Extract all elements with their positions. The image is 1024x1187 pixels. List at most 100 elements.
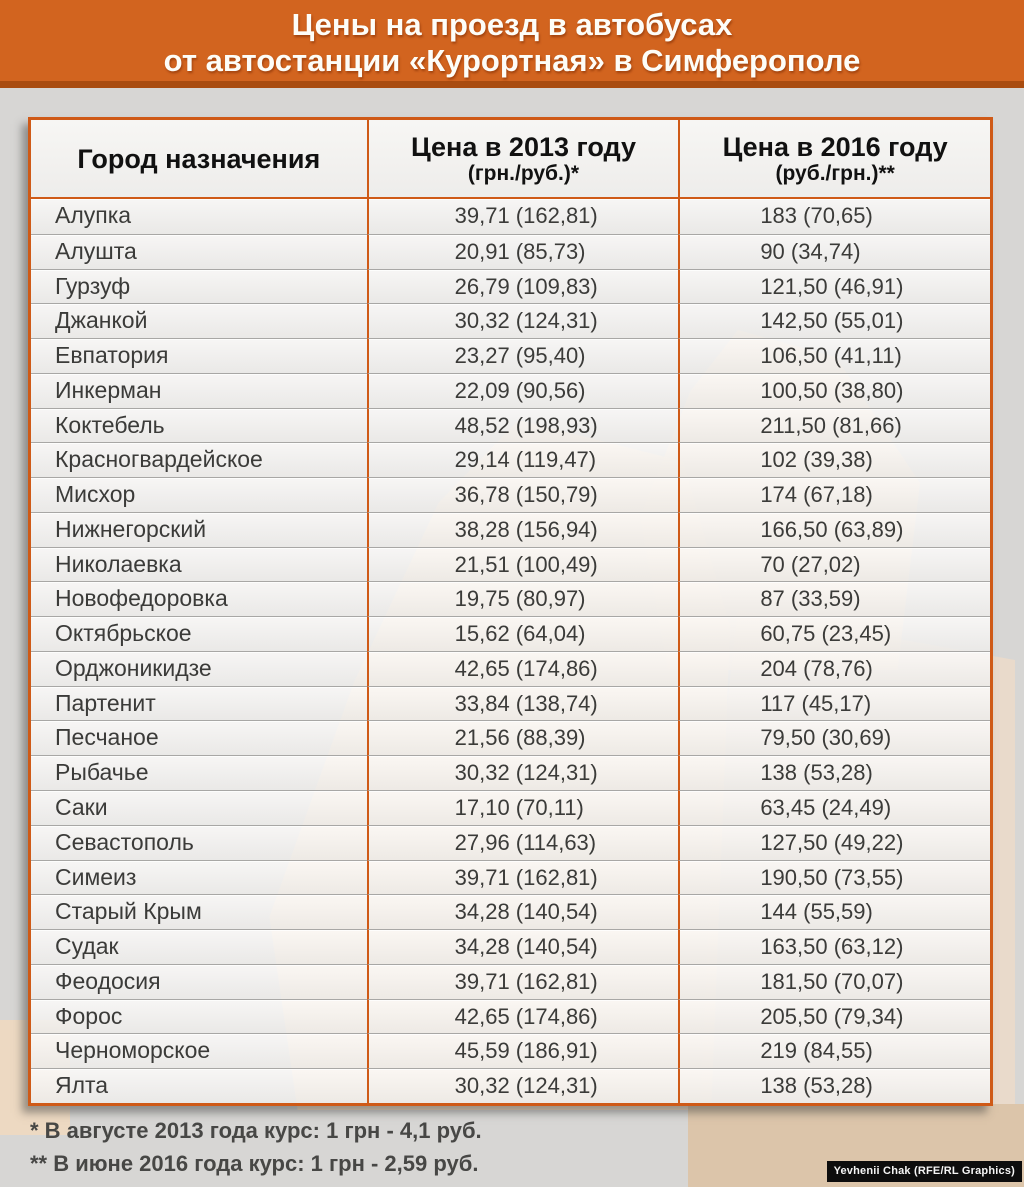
table-row: Форос 42,65 (174,86) 205,50 (79,34) [31, 998, 990, 1034]
price-2013-cell: 39,71 (162,81) [366, 199, 679, 234]
table-row: Орджоникидзе 42,65 (174,86) 204 (78,76) [31, 650, 990, 686]
table-row: Инкерман 22,09 (90,56) 100,50 (38,80) [31, 372, 990, 408]
column-header-2013: Цена в 2013 году (грн./руб.)* [366, 120, 679, 197]
footnotes: * В августе 2013 года курс: 1 грн - 4,1 … [30, 1114, 482, 1180]
price-2016-cell: 70 (27,02) [678, 546, 990, 582]
table-row: Симеиз 39,71 (162,81) 190,50 (73,55) [31, 859, 990, 895]
price-2016-cell: 190,50 (73,55) [678, 859, 990, 895]
city-cell: Николаевка [31, 546, 367, 582]
page-title-line1: Цены на проезд в автобусах [291, 7, 733, 42]
column-header-2016-units: (руб./грн.)** [775, 161, 895, 185]
city-cell: Форос [31, 998, 367, 1034]
price-2013-cell: 33,84 (138,74) [366, 685, 679, 721]
city-cell: Старый Крым [31, 894, 367, 930]
footnote-2016-rate: ** В июне 2016 года курс: 1 грн - 2,59 р… [30, 1151, 479, 1176]
city-cell: Октябрьское [31, 616, 367, 651]
table-row: Ялта 30,32 (124,31) 138 (53,28) [31, 1068, 990, 1103]
price-2016-cell: 204 (78,76) [678, 650, 990, 686]
city-cell: Алушта [31, 233, 367, 269]
city-cell: Новофедоровка [31, 581, 367, 617]
table-row: Феодосия 39,71 (162,81) 181,50 (70,07) [31, 963, 990, 999]
table-row: Коктебель 48,52 (198,93) 211,50 (81,66) [31, 407, 990, 443]
price-2013-cell: 21,56 (88,39) [366, 720, 679, 756]
city-cell: Джанкой [31, 303, 367, 339]
price-2013-cell: 38,28 (156,94) [366, 511, 679, 547]
price-2013-cell: 15,62 (64,04) [366, 616, 679, 651]
city-cell: Коктебель [31, 407, 367, 443]
price-2016-cell: 63,45 (24,49) [678, 790, 990, 825]
city-cell: Ялта [31, 1068, 367, 1103]
table-header-row: Город назначения Цена в 2013 году (грн./… [31, 120, 990, 199]
price-table: Город назначения Цена в 2013 году (грн./… [28, 117, 993, 1106]
table-row: Партенит 33,84 (138,74) 117 (45,17) [31, 685, 990, 721]
price-2013-cell: 39,71 (162,81) [366, 963, 679, 999]
price-2016-cell: 183 (70,65) [678, 199, 990, 234]
price-2016-cell: 181,50 (70,07) [678, 963, 990, 999]
price-2016-cell: 102 (39,38) [678, 442, 990, 478]
price-2013-cell: 30,32 (124,31) [366, 303, 679, 339]
table-row: Судак 34,28 (140,54) 163,50 (63,12) [31, 929, 990, 964]
price-2016-cell: 211,50 (81,66) [678, 407, 990, 443]
table-row: Гурзуф 26,79 (109,83) 121,50 (46,91) [31, 268, 990, 304]
city-cell: Красногвардейское [31, 442, 367, 478]
price-2013-cell: 48,52 (198,93) [366, 407, 679, 443]
price-2013-cell: 22,09 (90,56) [366, 372, 679, 408]
price-2013-cell: 17,10 (70,11) [366, 790, 679, 825]
table-row: Черноморское 45,59 (186,91) 219 (84,55) [31, 1033, 990, 1069]
table-row: Песчаное 21,56 (88,39) 79,50 (30,69) [31, 720, 990, 756]
table-row: Рыбачье 30,32 (124,31) 138 (53,28) [31, 755, 990, 791]
city-cell: Гурзуф [31, 268, 367, 304]
price-2016-cell: 205,50 (79,34) [678, 998, 990, 1034]
price-2016-cell: 106,50 (41,11) [678, 338, 990, 373]
city-cell: Орджоникидзе [31, 650, 367, 686]
column-header-2016: Цена в 2016 году (руб./грн.)** [678, 120, 990, 197]
city-cell: Судак [31, 929, 367, 964]
city-cell: Рыбачье [31, 755, 367, 791]
price-2016-cell: 127,50 (49,22) [678, 824, 990, 860]
table-row: Октябрьское 15,62 (64,04) 60,75 (23,45) [31, 616, 990, 651]
column-header-2013-label: Цена в 2013 году [410, 131, 637, 162]
table-body: Алупка 39,71 (162,81) 183 (70,65) Алушта… [31, 199, 990, 1103]
table-row: Севастополь 27,96 (114,63) 127,50 (49,22… [31, 824, 990, 860]
price-2016-cell: 219 (84,55) [678, 1033, 990, 1069]
table-row: Евпатория 23,27 (95,40) 106,50 (41,11) [31, 338, 990, 373]
price-2016-cell: 144 (55,59) [678, 894, 990, 930]
column-header-city-label: Город назначения [77, 143, 321, 174]
price-2013-cell: 39,71 (162,81) [366, 859, 679, 895]
price-2016-cell: 166,50 (63,89) [678, 511, 990, 547]
city-cell: Алупка [31, 199, 367, 234]
price-2013-cell: 36,78 (150,79) [366, 477, 679, 512]
price-2013-cell: 30,32 (124,31) [366, 1068, 679, 1103]
table-row: Мисхор 36,78 (150,79) 174 (67,18) [31, 477, 990, 512]
price-2016-cell: 87 (33,59) [678, 581, 990, 617]
footnote-2013-rate: * В августе 2013 года курс: 1 грн - 4,1 … [30, 1118, 482, 1143]
city-cell: Черноморское [31, 1033, 367, 1069]
column-header-2013-units: (грн./руб.)* [467, 161, 580, 185]
price-2016-cell: 138 (53,28) [678, 755, 990, 791]
price-2013-cell: 45,59 (186,91) [366, 1033, 679, 1069]
table-row: Новофедоровка 19,75 (80,97) 87 (33,59) [31, 581, 990, 617]
title-banner: Цены на проезд в автобусах от автостанци… [0, 0, 1024, 88]
city-cell: Феодосия [31, 963, 367, 999]
table-row: Красногвардейское 29,14 (119,47) 102 (39… [31, 442, 990, 478]
table-row: Николаевка 21,51 (100,49) 70 (27,02) [31, 546, 990, 582]
author-credit: Yevhenii Chak (RFE/RL Graphics) [826, 1161, 1022, 1182]
price-2013-cell: 23,27 (95,40) [366, 338, 679, 373]
price-2016-cell: 117 (45,17) [678, 685, 990, 721]
table-row: Старый Крым 34,28 (140,54) 144 (55,59) [31, 894, 990, 930]
price-2016-cell: 142,50 (55,01) [678, 303, 990, 339]
table-row: Нижнегорский 38,28 (156,94) 166,50 (63,8… [31, 511, 990, 547]
price-2016-cell: 174 (67,18) [678, 477, 990, 512]
table-row: Джанкой 30,32 (124,31) 142,50 (55,01) [31, 303, 990, 339]
price-2016-cell: 163,50 (63,12) [678, 929, 990, 964]
city-cell: Песчаное [31, 720, 367, 756]
price-2013-cell: 34,28 (140,54) [366, 894, 679, 930]
city-cell: Нижнегорский [31, 511, 367, 547]
city-cell: Партенит [31, 685, 367, 721]
city-cell: Саки [31, 790, 367, 825]
price-2013-cell: 29,14 (119,47) [366, 442, 679, 478]
price-2013-cell: 42,65 (174,86) [366, 998, 679, 1034]
price-2016-cell: 100,50 (38,80) [678, 372, 990, 408]
city-cell: Симеиз [31, 859, 367, 895]
price-2016-cell: 90 (34,74) [678, 233, 990, 269]
